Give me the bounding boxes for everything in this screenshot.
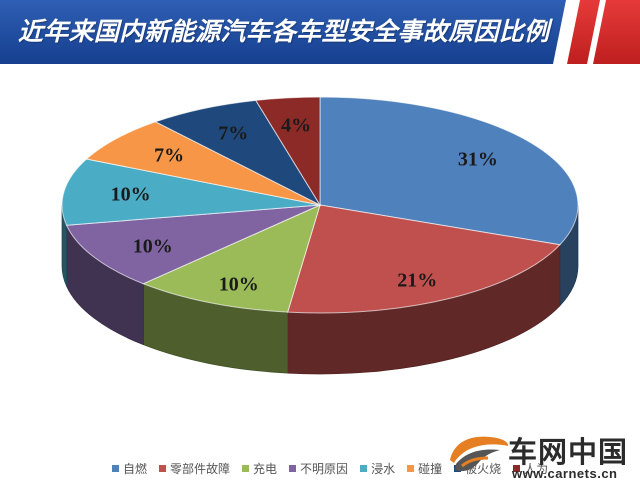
legend-item-lingbujian: 零部件故障 xyxy=(159,460,230,477)
legend-label: 自燃 xyxy=(123,461,148,476)
legend-swatch xyxy=(242,464,250,472)
chart-title: 近年来国内新能源汽车各车型安全事故原因比例 xyxy=(18,18,550,46)
legend-label: 零部件故障 xyxy=(170,461,231,476)
pie-slice xyxy=(255,96,321,207)
watermark-brand: 车网中国 xyxy=(508,437,629,469)
legend-swatch xyxy=(289,464,297,472)
watermark-url: www.carnets.cn xyxy=(512,466,618,481)
slice-value-label: 10% xyxy=(132,235,173,258)
slice-value-label: 7% xyxy=(154,144,185,167)
pie-slice xyxy=(142,204,321,313)
header-band xyxy=(0,0,640,64)
legend-swatch xyxy=(513,464,521,472)
pie-slice xyxy=(65,204,321,285)
slice-value-label: 7% xyxy=(218,122,249,145)
slice-value-label: 10% xyxy=(110,183,151,206)
pie-chart: 31% 21% 10% 10% 10% 7% 7% 4% 自燃 零部件故障 充电 不明原因 浸… xyxy=(0,64,640,489)
pie-slice xyxy=(286,204,561,314)
slice-value-label: 31% xyxy=(457,148,498,171)
watermark: 车网中国 www.carnets.cn xyxy=(442,428,632,488)
legend-swatch xyxy=(360,464,368,472)
legend-item-buming: 不明原因 xyxy=(289,460,348,477)
legend-item-renwei: 人为 xyxy=(513,460,548,477)
pie-chart-svg xyxy=(61,96,579,375)
slice-value-label: 21% xyxy=(397,269,438,292)
legend-item-pengzhuang: 碰撞 xyxy=(407,460,442,477)
pie-slice xyxy=(154,99,322,207)
pie-slice xyxy=(85,121,321,206)
legend-swatch xyxy=(159,464,167,472)
legend-label: 浸水 xyxy=(371,461,396,476)
legend-label: 不明原因 xyxy=(300,461,349,476)
legend-swatch xyxy=(407,464,415,472)
legend-item-ziran: 自燃 xyxy=(112,460,147,477)
car-logo-icon xyxy=(450,436,509,472)
slice-value-label: 10% xyxy=(218,273,259,296)
legend-label: 充电 xyxy=(253,461,278,476)
legend-swatch xyxy=(112,464,119,472)
legend: 自燃 零部件故障 充电 不明原因 浸水 碰撞 被火烧 人为 xyxy=(112,459,548,477)
slice-value-label: 4% xyxy=(281,114,312,137)
legend-label: 人为 xyxy=(524,461,549,476)
legend-item-chongdian: 充电 xyxy=(242,460,277,477)
header-banner: 近年来国内新能源汽车各车型安全事故原因比例 xyxy=(0,0,640,64)
legend-item-jinshui: 浸水 xyxy=(360,460,395,477)
pie-slice xyxy=(319,96,579,246)
legend-label: 碰撞 xyxy=(418,461,443,476)
pie-slice xyxy=(61,158,321,226)
